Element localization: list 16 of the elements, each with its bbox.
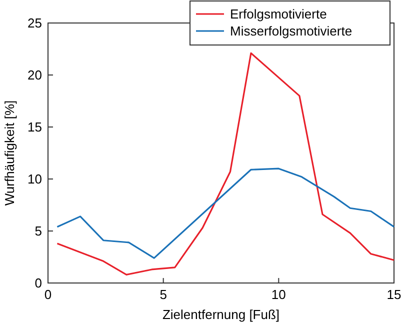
line-series [56, 52, 395, 276]
x-tick-label: 5 [160, 287, 167, 302]
x-tick-label: 10 [271, 287, 286, 302]
x-tick-label: 15 [386, 287, 402, 302]
legend-label: Erfolgsmotivierte [230, 6, 327, 22]
y-tick-label: 5 [34, 224, 42, 238]
y-tick-label: 25 [28, 16, 42, 30]
y-tick-label: 10 [28, 172, 42, 186]
y-tick-label: 0 [34, 276, 42, 290]
y-tick-label: 20 [28, 68, 42, 82]
line-series [56, 168, 395, 259]
x-tick-label: 0 [44, 287, 52, 302]
legend-label: Misserfolgsmotivierte [230, 24, 352, 38]
y-axis-title: Wurfhäufigkeit [%] [2, 100, 17, 206]
x-axis-title: Zielentfernung [Fuß] [162, 307, 280, 322]
y-tick-label: 15 [28, 120, 42, 134]
